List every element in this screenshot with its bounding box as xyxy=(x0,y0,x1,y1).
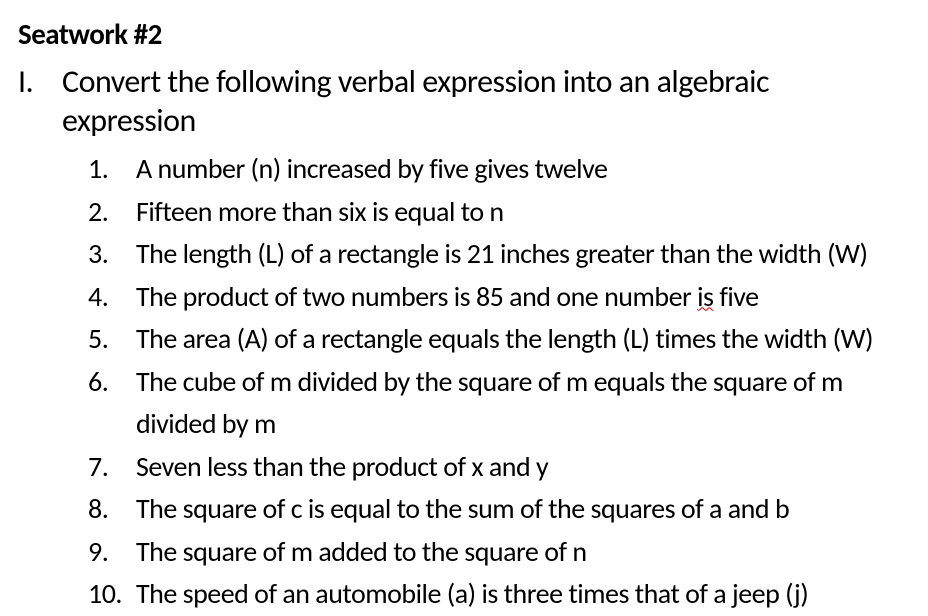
item-text-before: The product of two numbers is 85 and one… xyxy=(136,279,697,314)
list-item: 8. The square of c is equal to the sum o… xyxy=(88,488,904,531)
item-marker: 5. xyxy=(88,318,136,361)
item-text: The length (L) of a rectangle is 21 inch… xyxy=(136,233,904,276)
list-item: 10. The speed of an automobile (a) is th… xyxy=(88,573,904,616)
section-heading: I. Convert the following verbal expressi… xyxy=(18,62,904,140)
list-item: 5. The area (A) of a rectangle equals th… xyxy=(88,318,904,361)
item-text: A number (n) increased by five gives twe… xyxy=(136,148,904,191)
item-text: The speed of an automobile (a) is three … xyxy=(136,573,904,616)
list-item: 6. The cube of m divided by the square o… xyxy=(88,361,904,446)
item-marker: 4. xyxy=(88,276,136,319)
item-text-after: five xyxy=(713,279,758,314)
list-item: 2. Fifteen more than six is equal to n xyxy=(88,191,904,234)
item-marker: 10. xyxy=(88,573,136,616)
item-text: The cube of m divided by the square of m… xyxy=(136,361,904,446)
spellcheck-wavy: is xyxy=(697,279,713,314)
item-text: The area (A) of a rectangle equals the l… xyxy=(136,318,904,361)
item-marker: 6. xyxy=(88,361,136,404)
item-text: The product of two numbers is 85 and one… xyxy=(136,276,904,319)
item-text: Seven less than the product of x and y xyxy=(136,446,904,489)
list-item: 9. The square of m added to the square o… xyxy=(88,531,904,574)
list-item: 1. A number (n) increased by five gives … xyxy=(88,148,904,191)
item-text: The square of c is equal to the sum of t… xyxy=(136,488,904,531)
items-list: 1. A number (n) increased by five gives … xyxy=(18,148,904,616)
worksheet-header: Seatwork #2 xyxy=(18,16,904,52)
section-marker: I. xyxy=(18,62,62,101)
item-marker: 1. xyxy=(88,148,136,191)
item-marker: 7. xyxy=(88,446,136,489)
item-text: The square of m added to the square of n xyxy=(136,531,904,574)
item-marker: 3. xyxy=(88,233,136,276)
list-item: 4. The product of two numbers is 85 and … xyxy=(88,276,904,319)
item-marker: 8. xyxy=(88,488,136,531)
item-marker: 9. xyxy=(88,531,136,574)
list-item: 3. The length (L) of a rectangle is 21 i… xyxy=(88,233,904,276)
item-text: Fifteen more than six is equal to n xyxy=(136,191,904,234)
list-item: 7. Seven less than the product of x and … xyxy=(88,446,904,489)
item-marker: 2. xyxy=(88,191,136,234)
section-title: Convert the following verbal expression … xyxy=(62,62,904,140)
